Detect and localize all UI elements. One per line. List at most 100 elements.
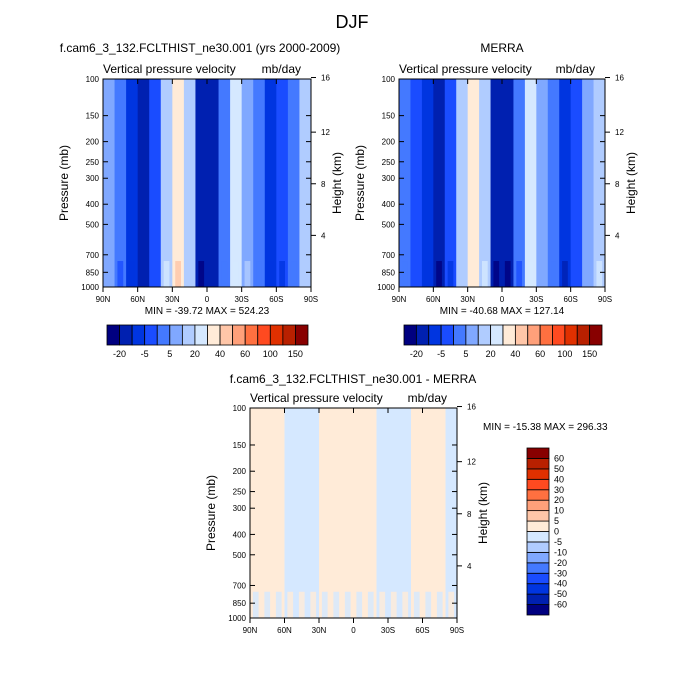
colorbar-box <box>526 447 550 459</box>
colorbar-box <box>144 324 158 346</box>
colorbar-box <box>526 583 550 595</box>
y-tick-label: 150 <box>86 112 100 121</box>
field-surface-cell <box>516 261 523 287</box>
y-axis-right-label: Height (km) <box>476 482 490 544</box>
field-band-80N <box>114 79 127 287</box>
field-band-20N <box>479 79 492 287</box>
y-tick-label: 400 <box>382 200 396 209</box>
field-surface-cell <box>105 261 112 287</box>
y-tick-label: 1000 <box>377 283 395 292</box>
y-tick-label: 700 <box>382 251 396 260</box>
x-tick-label: 30S <box>381 626 395 635</box>
height-tick-label: 16 <box>615 74 624 83</box>
field-band-80N <box>410 79 423 287</box>
field-surface-cell <box>287 591 294 618</box>
field-band-10S <box>218 79 231 287</box>
field-surface-cell <box>401 261 408 287</box>
colorbar-box <box>415 324 430 346</box>
y-tick-label: 400 <box>233 530 247 539</box>
colorbar-box <box>269 324 284 346</box>
field-band-60S <box>570 79 583 287</box>
field-surface-cell <box>413 591 420 618</box>
x-tick-label: 30S <box>529 295 543 304</box>
field-surface-cell <box>596 261 603 287</box>
y-axis-label: Pressure (mb) <box>57 145 71 221</box>
field-surface-cell <box>539 261 545 287</box>
field-surface-cell <box>562 261 568 287</box>
y-tick-label: 250 <box>86 158 100 167</box>
height-tick-label: 8 <box>321 180 326 189</box>
field-band-60N <box>433 79 446 287</box>
y-tick-label: 300 <box>86 174 100 183</box>
y-tick-label: 700 <box>233 581 247 590</box>
colorbar-box <box>169 324 183 346</box>
field-surface-cell <box>424 261 431 287</box>
field-surface-cell <box>310 591 317 618</box>
field-band-50S <box>411 408 423 618</box>
field-band-30S <box>536 79 549 287</box>
field-surface-cell <box>470 261 477 287</box>
field-surface-cell <box>129 261 135 287</box>
y-tick-label: 150 <box>233 441 247 450</box>
x-tick-label: 60N <box>426 295 441 304</box>
colorbar-label: 5 <box>167 349 172 359</box>
field-surface-cell <box>256 261 262 287</box>
colorbar-box <box>527 324 541 346</box>
colorbar-label: 60 <box>554 453 564 463</box>
colorbar-box <box>282 324 296 346</box>
colorbar-box <box>526 562 550 574</box>
field-band-80S <box>299 79 312 287</box>
plot-title: f.cam6_3_132.FCLTHIST_ne30.001 (yrs 2000… <box>60 41 341 55</box>
colorbar-box <box>131 324 146 346</box>
x-tick-label: 0 <box>500 295 505 304</box>
y-axis-right-label: Height (km) <box>624 152 638 214</box>
field-surface-cell <box>140 261 147 287</box>
field-surface-cell <box>481 261 488 287</box>
x-tick-label: 60S <box>564 295 578 304</box>
field-band-40N <box>456 79 469 287</box>
field-band-30S <box>241 79 254 287</box>
colorbar-box <box>156 324 171 346</box>
field-band-30N <box>172 79 185 287</box>
y-axis-label: Pressure (mb) <box>204 475 218 551</box>
left-string: Vertical pressure velocity <box>103 62 236 76</box>
field-surface-cell <box>379 591 386 618</box>
colorbar-box <box>539 324 553 346</box>
colorbar-box <box>207 324 221 346</box>
x-tick-label: 90N <box>243 626 258 635</box>
colorbar-box <box>526 541 550 553</box>
colorbar-box <box>552 324 566 346</box>
field-band-70S <box>582 79 595 287</box>
y-tick-label: 200 <box>233 467 247 476</box>
y-axis-right-label: Height (km) <box>330 152 344 214</box>
x-tick-label: 30N <box>312 626 327 635</box>
field-surface-cell <box>267 261 274 287</box>
field-band-60N <box>137 79 150 287</box>
field-band-30N <box>319 408 331 618</box>
field-surface-cell <box>252 591 259 618</box>
field-band-20N <box>183 79 196 287</box>
colorbar-label: 10 <box>554 506 564 516</box>
height-tick-label: 4 <box>615 231 620 240</box>
field-surface-cell <box>163 261 170 287</box>
colorbar-label: -5 <box>554 537 562 547</box>
colorbar-label: -60 <box>554 600 567 610</box>
x-tick-label: 90N <box>96 295 111 304</box>
y-tick-label: 150 <box>382 112 396 121</box>
field-band-10N <box>490 79 503 287</box>
field-surface-cell <box>550 261 557 287</box>
field-surface-cell <box>436 591 443 618</box>
colorbar-box <box>526 531 550 543</box>
colorbar-label: 40 <box>215 349 225 359</box>
colorbar-box <box>526 551 550 564</box>
y-tick-label: 850 <box>86 268 100 277</box>
colorbar-box <box>526 458 550 470</box>
height-tick-label: 4 <box>321 231 326 240</box>
colorbar-box <box>502 324 516 346</box>
field-band-10S <box>513 79 526 287</box>
field-band-0 <box>207 79 220 287</box>
field-band-70S <box>287 79 300 287</box>
field-surface-cell <box>402 591 409 618</box>
y-tick-label: 200 <box>382 138 396 147</box>
field-surface-cell <box>367 591 374 618</box>
